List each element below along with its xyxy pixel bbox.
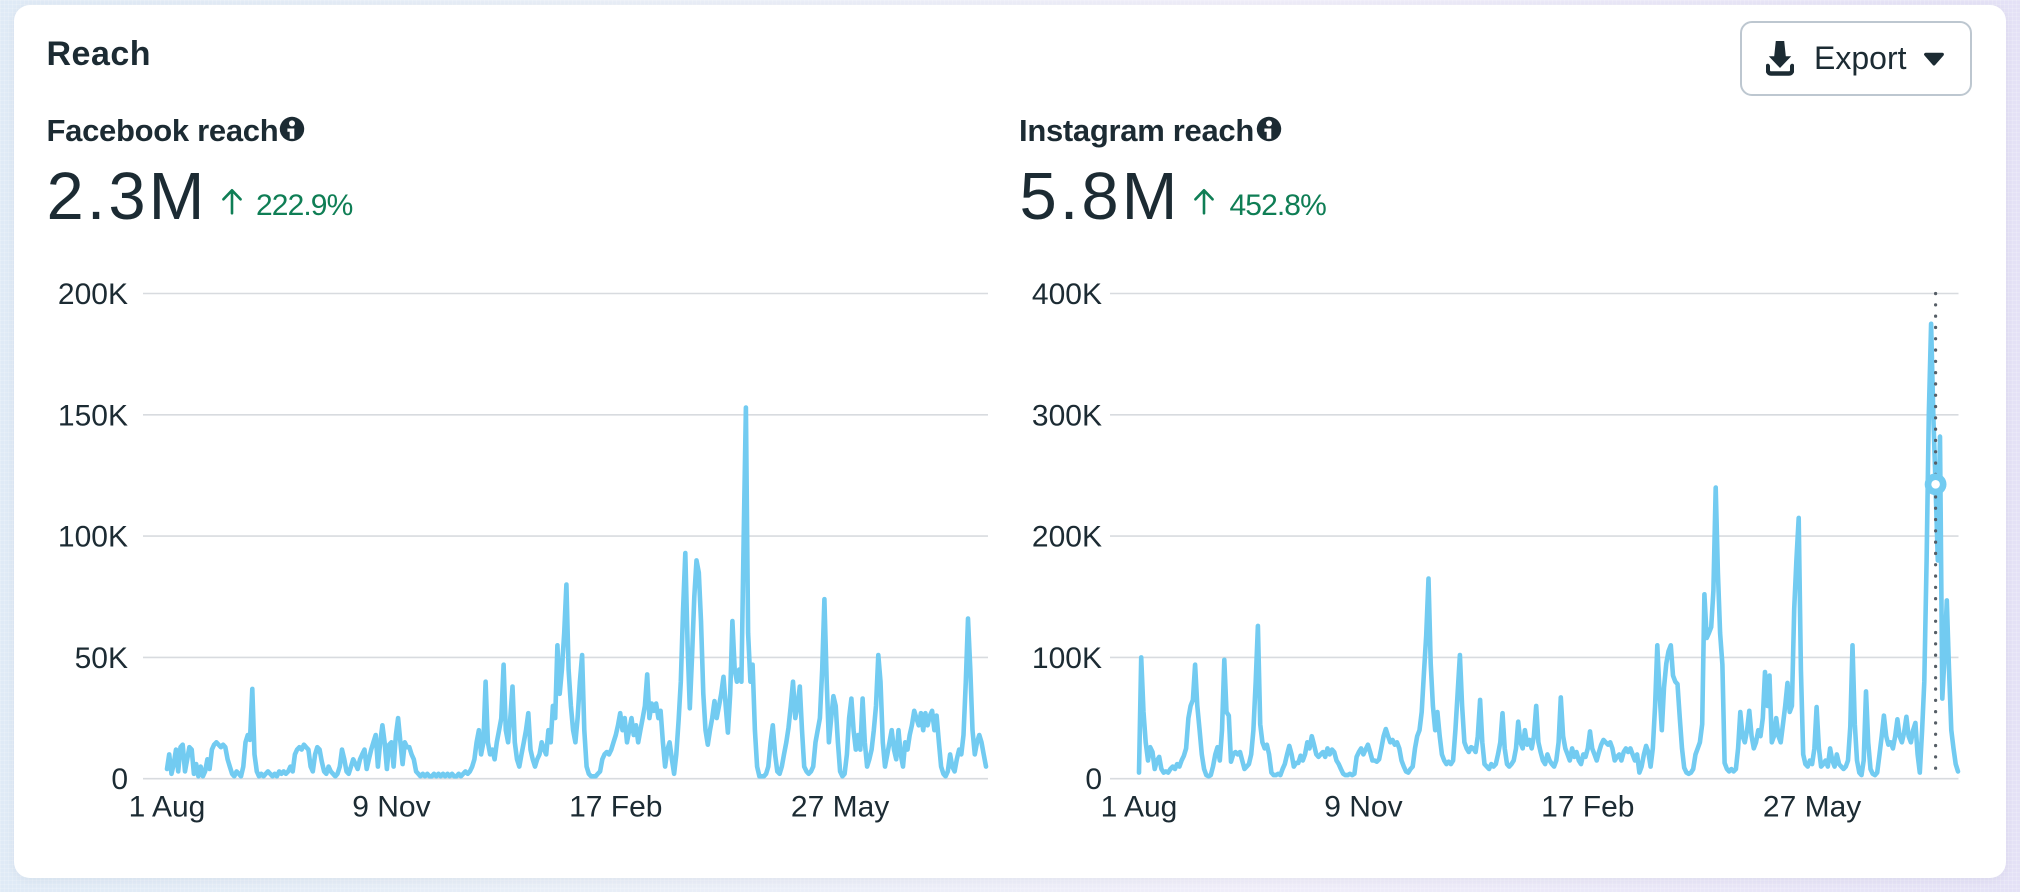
svg-text:9 Nov: 9 Nov [352, 791, 430, 824]
svg-text:27 May: 27 May [1763, 791, 1861, 824]
svg-text:9 Nov: 9 Nov [1324, 791, 1402, 824]
svg-text:400K: 400K [1032, 278, 1102, 311]
svg-text:27 May: 27 May [791, 791, 889, 824]
svg-text:100K: 100K [1032, 642, 1102, 675]
svg-text:1 Aug: 1 Aug [1101, 791, 1178, 824]
svg-text:200K: 200K [1032, 521, 1102, 554]
svg-text:50K: 50K [75, 642, 128, 675]
svg-text:100K: 100K [58, 521, 128, 554]
svg-text:1 Aug: 1 Aug [129, 791, 206, 824]
svg-text:17 Feb: 17 Feb [1541, 791, 1634, 824]
svg-text:200K: 200K [58, 278, 128, 311]
svg-text:0: 0 [111, 763, 128, 796]
svg-text:300K: 300K [1032, 399, 1102, 432]
svg-text:150K: 150K [58, 399, 128, 432]
svg-text:17 Feb: 17 Feb [569, 791, 662, 824]
svg-text:0: 0 [1085, 763, 1102, 796]
